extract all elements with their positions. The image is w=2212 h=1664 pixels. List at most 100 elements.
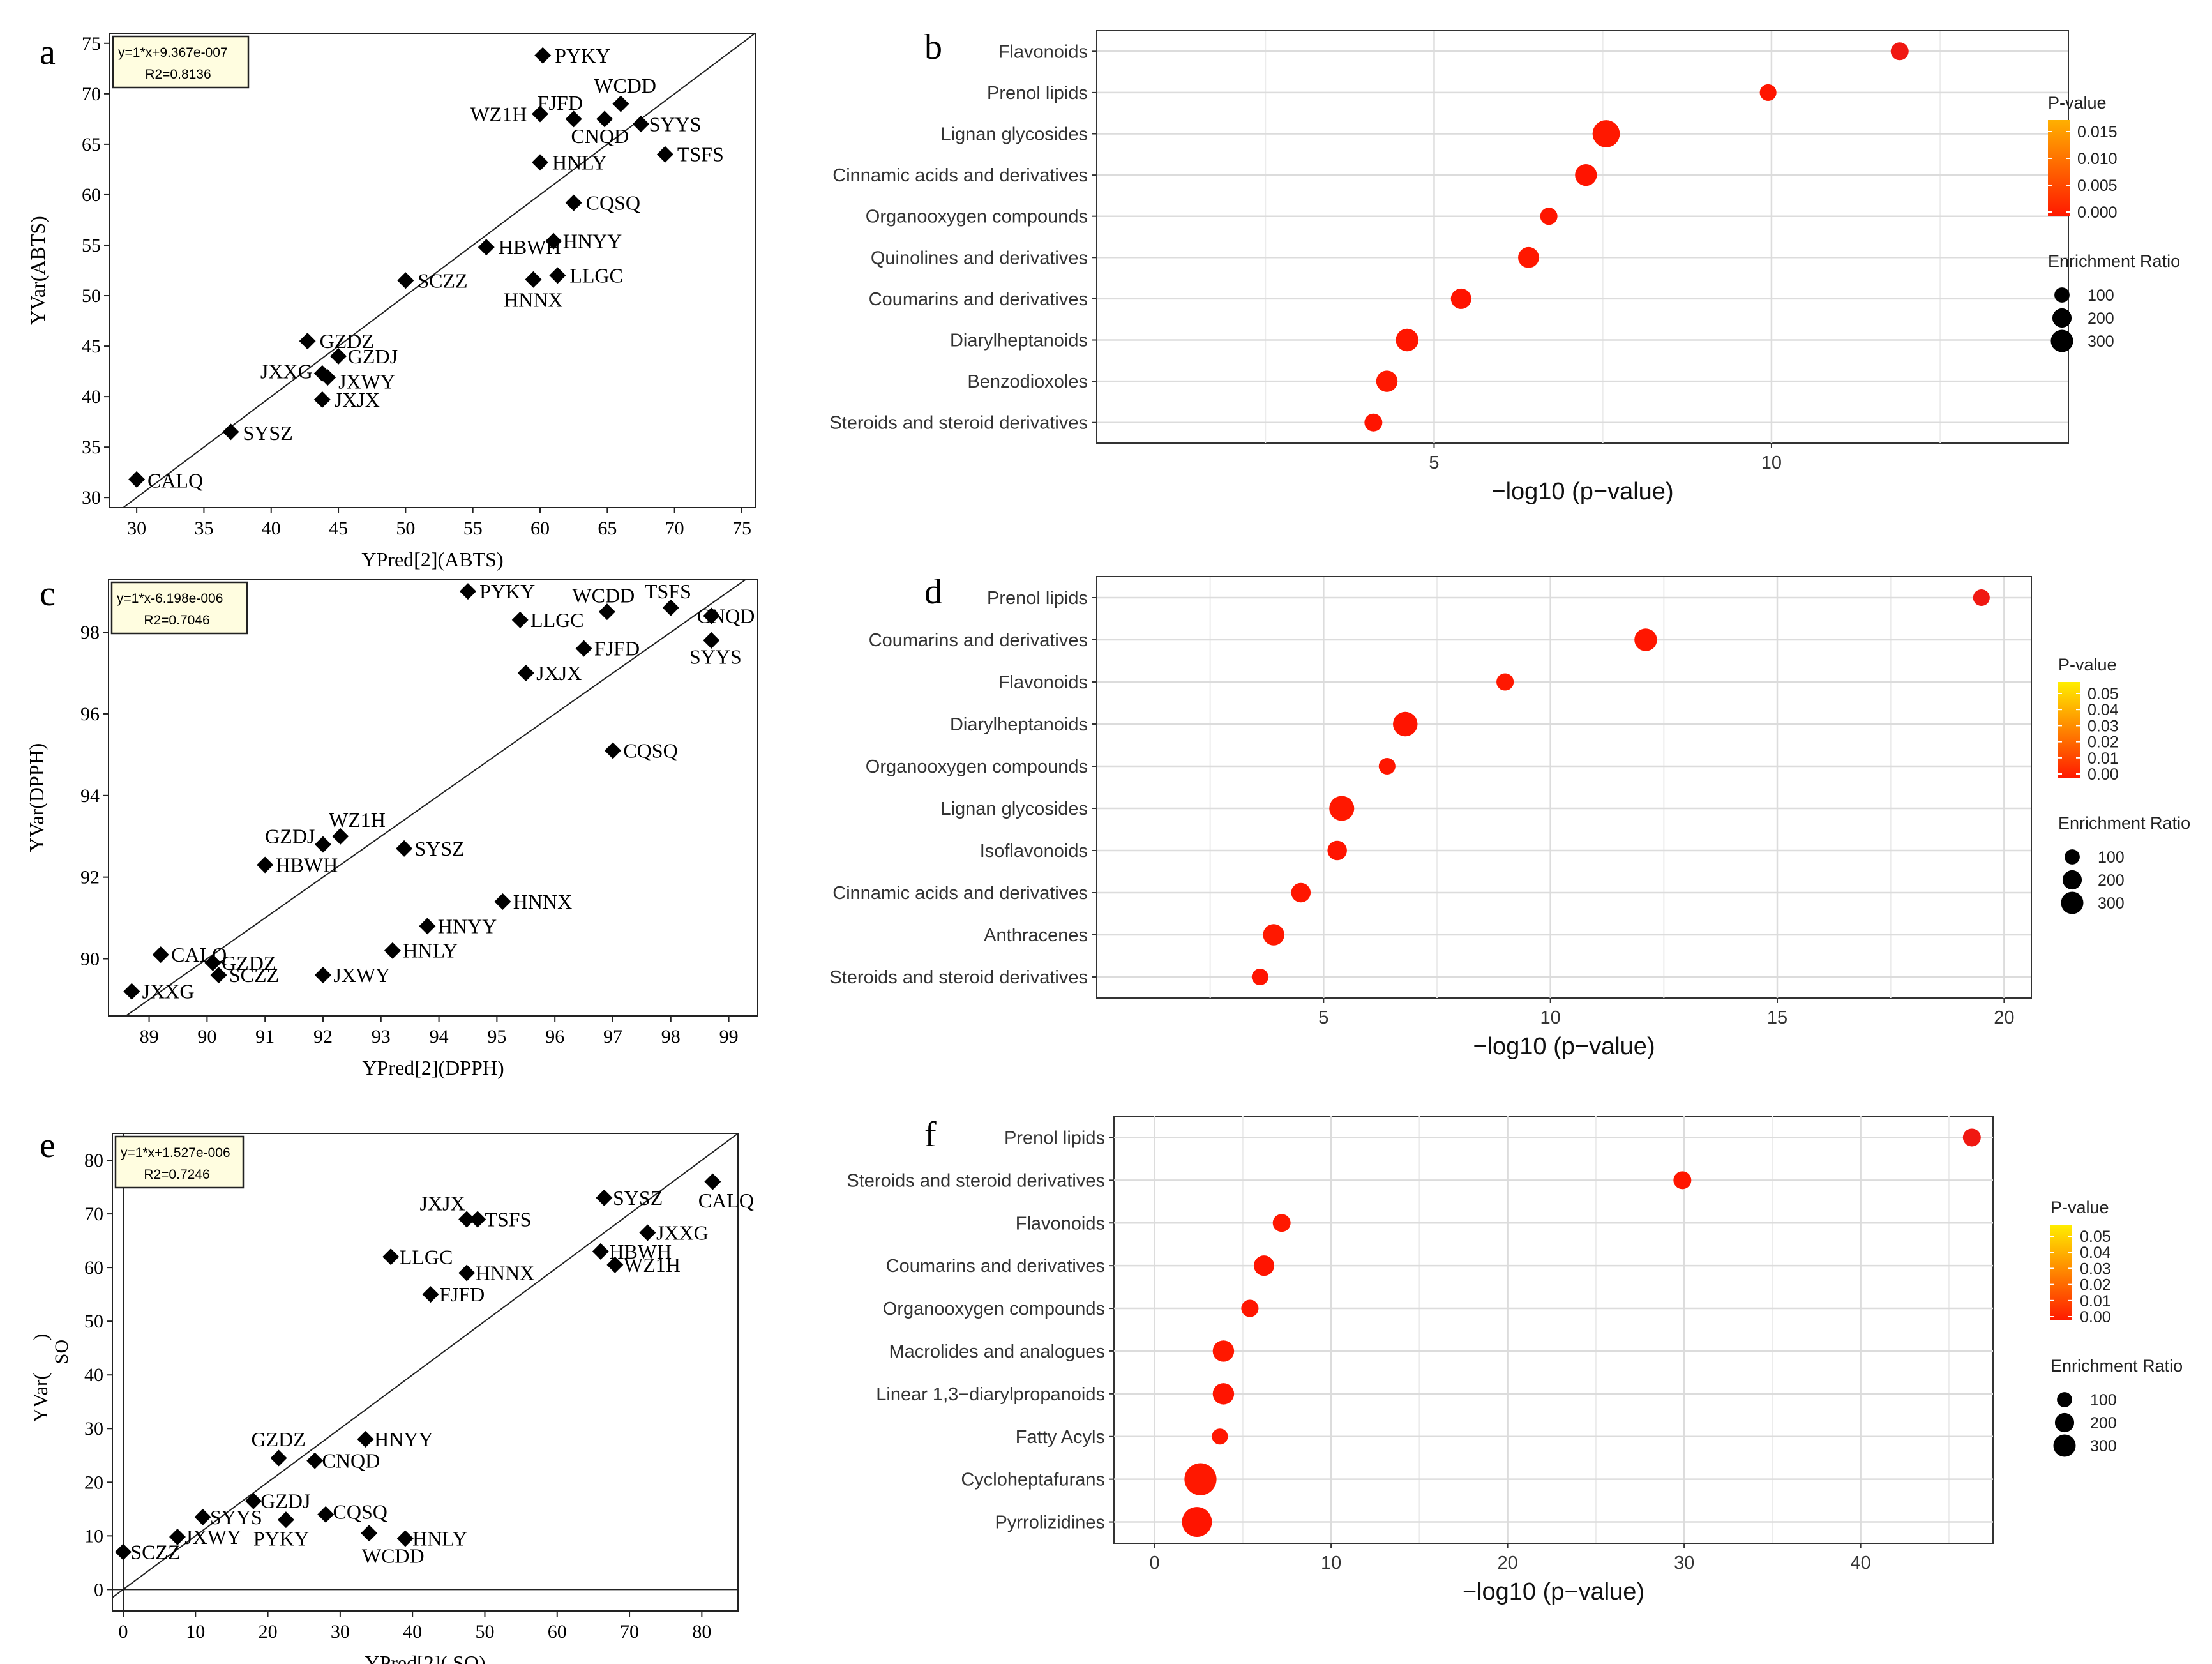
- y-tick-label: 50: [82, 285, 101, 306]
- point-label: WCDD: [362, 1544, 425, 1567]
- y-tick-label: 20: [84, 1472, 103, 1493]
- legend-color-tick: 0.02: [2088, 734, 2119, 752]
- point-label: FJFD: [538, 91, 583, 114]
- legend-size-title: Enrichment Ratio: [2050, 1356, 2183, 1375]
- y-axis-label: YVar(DPPH): [25, 743, 48, 852]
- equation-text: y=1*x+9.367e-007: [118, 45, 228, 60]
- legend-color-bar: [2050, 1225, 2072, 1320]
- regression-line: [125, 579, 747, 1017]
- data-point-syys: [632, 116, 649, 133]
- x-axis-label: −log10 (p−value): [1473, 1033, 1655, 1060]
- data-point-jxjx: [517, 665, 534, 682]
- legend-color-title: P-value: [2050, 1198, 2109, 1217]
- r2-text: R2=0.7046: [144, 613, 209, 628]
- point-label: CQSQ: [586, 192, 640, 215]
- plot-frame: [112, 1133, 739, 1612]
- data-point-hnnx: [494, 893, 511, 911]
- point-label: SYSZ: [414, 837, 464, 860]
- dot-cycloheptafurans: [1184, 1463, 1217, 1495]
- category-label: Diarylheptanoids: [950, 715, 1088, 735]
- dot-prenol-lipids: [1962, 1128, 1981, 1147]
- y-tick-label: 60: [84, 1257, 103, 1278]
- point-label: JXJX: [536, 662, 582, 685]
- point-label: WCDD: [594, 74, 656, 97]
- legend-size-dot: [2050, 329, 2073, 352]
- legend-color-tick: 0.005: [2077, 177, 2118, 195]
- legend-color-tick: 0.04: [2088, 701, 2119, 719]
- data-point-sczz: [210, 967, 227, 984]
- point-label: LLGC: [569, 264, 623, 287]
- point-label: GZDJ: [348, 345, 398, 368]
- category-label: Flavonoids: [998, 672, 1088, 693]
- x-tick-label: 0: [1150, 1553, 1160, 1573]
- point-label: CNQD: [322, 1449, 380, 1472]
- legend-color-tick: 0.00: [2088, 766, 2119, 783]
- panel-letter: b: [924, 27, 942, 67]
- panel-letter: f: [924, 1115, 937, 1154]
- data-point-gzdz: [299, 333, 316, 350]
- x-tick-label: 20: [259, 1621, 278, 1642]
- data-point-fjfd: [565, 110, 582, 128]
- x-tick-label: 40: [1850, 1553, 1870, 1573]
- y-tick-label: 0: [94, 1579, 103, 1600]
- data-point-hnly: [532, 154, 548, 171]
- x-tick-label: 20: [1497, 1553, 1517, 1573]
- data-point-llgc: [511, 611, 529, 628]
- y-tick-label: 96: [80, 704, 100, 725]
- data-point-sysz: [222, 423, 239, 441]
- x-tick-label: 30: [331, 1621, 350, 1642]
- legend-color-tick: 0.000: [2077, 204, 2118, 222]
- point-label: WZ1H: [470, 102, 527, 125]
- x-axis-label: −log10 (p−value): [1491, 478, 1673, 505]
- data-point-hbwh: [592, 1243, 609, 1260]
- legend-size-dot: [2062, 870, 2082, 890]
- category-label: Steroids and steroid derivatives: [846, 1170, 1105, 1191]
- x-tick-label: 10: [1321, 1553, 1341, 1573]
- category-label: Coumarins and derivatives: [886, 1256, 1105, 1276]
- x-tick-label: 70: [620, 1621, 639, 1642]
- data-point-hbwh: [478, 239, 495, 256]
- x-tick-label: 60: [548, 1621, 567, 1642]
- data-point-llgc: [382, 1248, 400, 1266]
- r2-text: R2=0.8136: [145, 67, 211, 82]
- category-label: Cinnamic acids and derivatives: [832, 165, 1088, 186]
- x-tick-label: 5: [1318, 1008, 1328, 1028]
- x-tick-label: 45: [329, 518, 348, 539]
- data-point-calq: [704, 1173, 721, 1190]
- dot-coumarins-and-derivatives: [1450, 288, 1471, 309]
- category-label: Cinnamic acids and derivatives: [832, 883, 1088, 904]
- data-point-wcdd: [361, 1525, 378, 1542]
- point-label: JXXG: [656, 1221, 709, 1244]
- legend-color-tick: 0.010: [2077, 150, 2118, 168]
- legend-color-tick: 0.02: [2080, 1276, 2111, 1294]
- category-label: Isoflavonoids: [980, 841, 1088, 861]
- data-point-jxjx: [458, 1211, 476, 1228]
- point-label: HBWH: [276, 853, 338, 876]
- data-point-syys: [703, 632, 720, 649]
- point-label: JXXG: [142, 980, 195, 1003]
- category-label: Pyrrolizidines: [995, 1513, 1105, 1533]
- data-point-jxjx: [313, 391, 331, 408]
- dot-linear-1-3-diarylpropanoids: [1212, 1383, 1235, 1405]
- plot-frame: [1113, 1116, 1994, 1544]
- point-label: CQSQ: [623, 739, 677, 762]
- charts-layer: a30 35 40 45 50 55 60 65 70 753035404550556065707…: [25, 27, 2190, 1664]
- x-tick-label: 10: [186, 1621, 205, 1642]
- legend-size-dot: [2054, 1412, 2075, 1433]
- y-tick-label: 55: [82, 235, 101, 256]
- x-tick-label: 95: [487, 1026, 506, 1047]
- x-tick-label: 70: [665, 518, 684, 539]
- data-point-jxxg: [639, 1224, 656, 1241]
- data-point-pyky: [277, 1511, 294, 1529]
- dot-steroids-and-steroid-derivatives: [1251, 968, 1268, 986]
- data-point-hnyy: [545, 232, 562, 250]
- point-label: PYKY: [555, 44, 610, 67]
- y-tick-label: 30: [82, 487, 101, 508]
- legend-size-label: 200: [2090, 1414, 2117, 1432]
- dot-lignan-glycosides: [1329, 796, 1355, 821]
- legend-color-tick: 0.015: [2077, 123, 2118, 141]
- y-axis-label-subscript: SO: [51, 1340, 72, 1364]
- point-label: TSFS: [645, 580, 691, 603]
- category-label: Prenol lipids: [987, 588, 1088, 609]
